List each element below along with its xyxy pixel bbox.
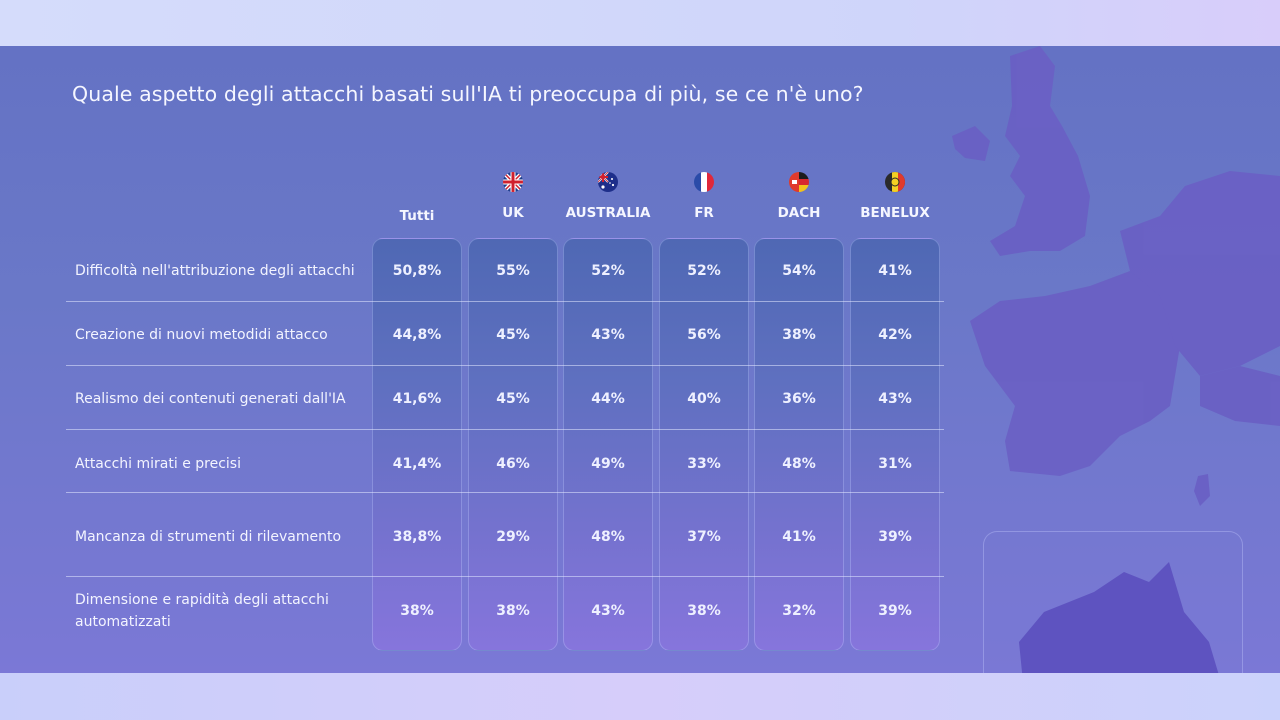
column-header-benelux: BENELUX xyxy=(860,205,930,221)
column-header-fr: FR xyxy=(694,205,714,221)
column-benelux xyxy=(850,238,940,651)
table-cell: 43% xyxy=(591,327,625,343)
table-cell: 56% xyxy=(687,327,721,343)
table-cell: 43% xyxy=(591,603,625,619)
france-flag-icon xyxy=(694,172,714,192)
row-label: Creazione di nuovi metodidi attacco xyxy=(75,327,328,343)
row-divider xyxy=(66,301,944,302)
table-cell: 46% xyxy=(496,456,530,472)
table-cell: 49% xyxy=(591,456,625,472)
table-cell: 31% xyxy=(878,456,912,472)
table-cell: 41% xyxy=(878,263,912,279)
table-cell: 54% xyxy=(782,263,816,279)
column-header-tutti: Tutti xyxy=(399,208,435,224)
table-cell: 39% xyxy=(878,529,912,545)
table-cell: 50,8% xyxy=(392,263,442,279)
table-cell: 32% xyxy=(782,603,816,619)
australia-flag-icon xyxy=(598,172,618,192)
row-divider xyxy=(66,576,944,577)
table-cell: 33% xyxy=(687,456,721,472)
table-cell: 43% xyxy=(878,391,912,407)
australia-map-shape xyxy=(1019,562,1219,673)
column-tutti xyxy=(372,238,462,651)
table-cell: 38,8% xyxy=(392,529,442,545)
table-cell: 52% xyxy=(591,263,625,279)
europe-map-background xyxy=(952,46,1280,506)
column-uk xyxy=(468,238,558,651)
row-label: Mancanza di strumenti di rilevamento xyxy=(75,529,342,545)
column-fr xyxy=(659,238,749,651)
row-label: Difficoltà nell'attribuzione degli attac… xyxy=(75,263,355,279)
table-cell: 39% xyxy=(878,603,912,619)
row-divider xyxy=(66,492,944,493)
column-header-dach: DACH xyxy=(777,205,821,221)
table-cell: 29% xyxy=(496,529,530,545)
row-label: Realismo dei contenuti generati dall'IA xyxy=(75,391,346,407)
table-cell: 38% xyxy=(400,603,434,619)
chart-title: Quale aspetto degli attacchi basati sull… xyxy=(72,82,864,106)
column-header-australia: AUSTRALIA xyxy=(565,205,651,221)
top-band xyxy=(0,0,1280,46)
table-cell: 38% xyxy=(687,603,721,619)
table-cell: 36% xyxy=(782,391,816,407)
table-cell: 45% xyxy=(496,391,530,407)
table-cell: 48% xyxy=(591,529,625,545)
table-cell: 41% xyxy=(782,529,816,545)
row-label: Dimensione e rapidità degli attacchi aut… xyxy=(75,592,329,630)
table-cell: 41,6% xyxy=(392,391,442,407)
belgium-flag-icon xyxy=(885,172,905,192)
table-cell: 37% xyxy=(687,529,721,545)
table-cell: 38% xyxy=(782,327,816,343)
bottom-band xyxy=(0,673,1280,720)
chart-panel: Quale aspetto degli attacchi basati sull… xyxy=(0,46,1280,673)
column-dach xyxy=(754,238,844,651)
table-cell: 38% xyxy=(496,603,530,619)
column-header-uk: UK xyxy=(502,205,524,221)
row-divider xyxy=(66,365,944,366)
row-label: Attacchi mirati e precisi xyxy=(75,456,241,472)
row-divider xyxy=(66,429,944,430)
map-inset xyxy=(983,531,1243,673)
table-cell: 42% xyxy=(878,327,912,343)
table-cell: 55% xyxy=(496,263,530,279)
column-australia xyxy=(563,238,653,651)
uk-flag-icon xyxy=(503,172,523,192)
table-cell: 45% xyxy=(496,327,530,343)
table-cell: 44% xyxy=(591,391,625,407)
table-cell: 44,8% xyxy=(392,327,442,343)
table-cell: 40% xyxy=(687,391,721,407)
table-cell: 48% xyxy=(782,456,816,472)
table-cell: 52% xyxy=(687,263,721,279)
table-cell: 41,4% xyxy=(392,456,442,472)
germany-flag-icon xyxy=(789,172,809,192)
